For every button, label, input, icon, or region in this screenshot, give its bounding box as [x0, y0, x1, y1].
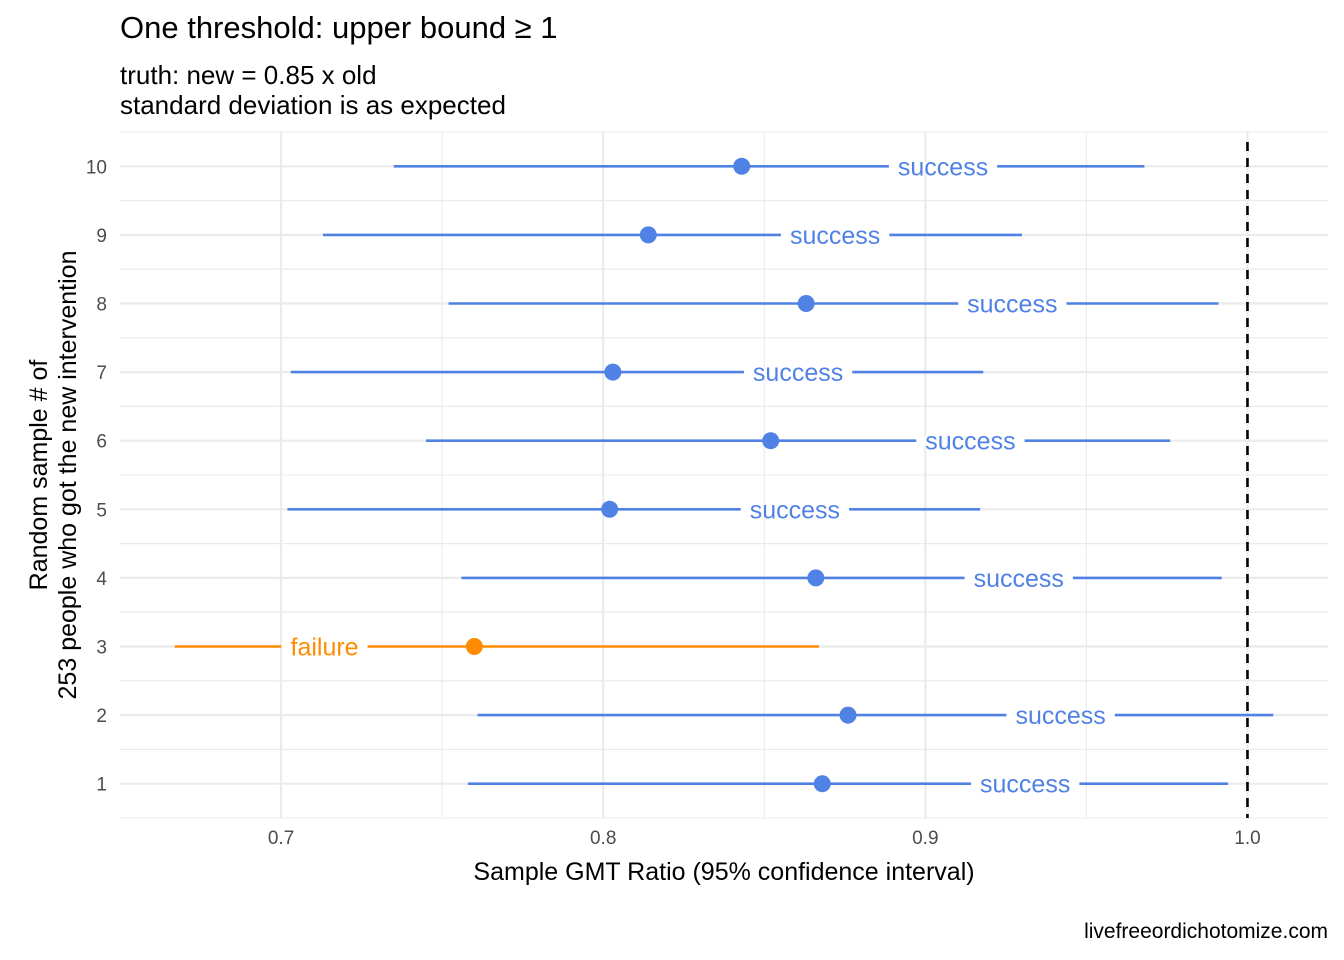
result-label: success [967, 291, 1057, 319]
y-tick-label: 10 [86, 157, 107, 178]
result-label: success [974, 565, 1064, 593]
point-estimate [762, 432, 780, 450]
point-estimate [604, 363, 622, 381]
label-gap [1006, 711, 1115, 720]
point-estimate [601, 500, 619, 518]
x-tick-label: 0.8 [590, 828, 616, 849]
result-label: failure [291, 634, 359, 662]
y-axis-title-line-1: Random sample # of [25, 360, 53, 591]
interval-sample-7: success [290, 359, 984, 387]
data-layer: success success failure success success succe… [174, 153, 1274, 799]
point-estimate [733, 157, 751, 175]
point-estimate [839, 706, 857, 724]
interval-sample-1: success [467, 771, 1229, 799]
interval-sample-2: success [477, 702, 1274, 730]
label-gap [958, 299, 1067, 308]
y-tick-label: 4 [96, 569, 107, 590]
point-estimate [465, 638, 483, 655]
y-tick-label: 1 [96, 775, 107, 796]
interval-sample-5: success [287, 496, 981, 524]
y-tick-label: 7 [96, 363, 107, 384]
result-label: success [750, 496, 840, 524]
y-tick-label: 3 [96, 638, 107, 659]
result-label: success [1015, 702, 1105, 730]
result-label: success [925, 428, 1015, 456]
point-estimate [639, 226, 657, 244]
point-estimate [797, 295, 815, 312]
result-label: success [753, 359, 843, 387]
label-gap [281, 642, 368, 651]
source-caption: livefreeordichotomize.com [1084, 920, 1328, 943]
chart-title: One threshold: upper bound ≥ 1 [120, 10, 558, 45]
chart-subtitle-line-1: truth: new = 0.85 x old [120, 60, 377, 90]
tick-labels: 0.7 0.8 0.9 1.0 1 2 3 4 5 6 7 8 9 10 [86, 157, 1261, 849]
label-gap [888, 162, 998, 171]
interval-sample-10: success [393, 153, 1145, 181]
x-tick-label: 0.7 [268, 828, 294, 849]
x-axis-title: Sample GMT Ratio (95% confidence interva… [473, 858, 974, 886]
y-tick-label: 2 [96, 706, 107, 727]
interval-sample-3: failure [174, 634, 820, 662]
result-label: success [790, 222, 880, 250]
point-estimate [807, 569, 825, 587]
y-tick-label: 9 [96, 226, 107, 247]
interval-sample-4: success [461, 565, 1222, 593]
result-label: success [898, 153, 988, 181]
interval-sample-9: success [322, 222, 1022, 250]
label-gap [743, 368, 853, 377]
x-tick-label: 0.9 [912, 828, 938, 849]
y-tick-label: 8 [96, 295, 107, 316]
label-gap [964, 573, 1073, 582]
result-label: success [980, 771, 1070, 799]
label-gap [916, 436, 1025, 445]
y-tick-label: 5 [96, 500, 107, 521]
y-axis-title-line-2: 253 people who got the new intervention [54, 251, 82, 700]
point-estimate [813, 775, 831, 793]
interval-sample-8: success [448, 291, 1219, 319]
label-gap [740, 505, 850, 514]
y-tick-label: 6 [96, 432, 107, 453]
x-tick-label: 1.0 [1234, 828, 1260, 849]
interval-sample-6: success [426, 428, 1171, 456]
y-axis-title: Random sample # of 253 people who got th… [25, 251, 82, 700]
label-gap [971, 779, 1080, 788]
chart-subtitle-line-2: standard deviation is as expected [120, 90, 506, 120]
label-gap [780, 230, 890, 239]
